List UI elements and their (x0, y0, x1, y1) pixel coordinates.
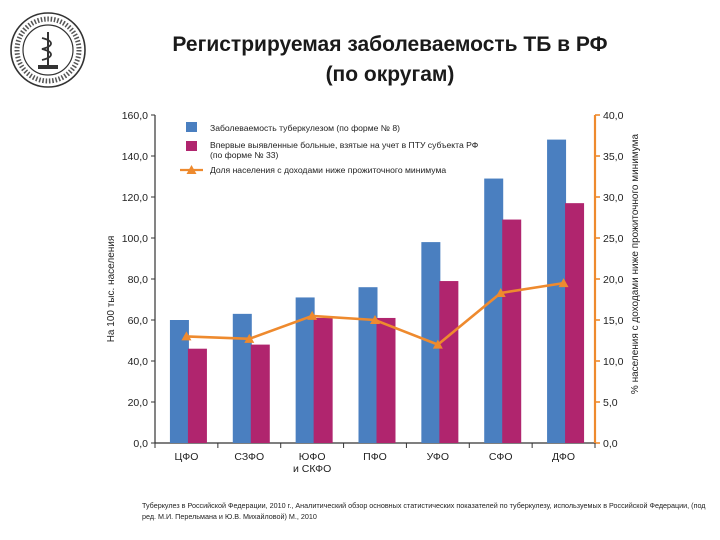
bar-series2 (376, 317, 396, 443)
bar-series2 (187, 348, 207, 443)
left-tick-label: 140,0 (122, 151, 148, 163)
institution-seal-logo (8, 10, 88, 90)
right-tick-label: 25,0 (603, 233, 624, 245)
bar-series2 (313, 317, 333, 443)
line-point-marker (307, 310, 318, 320)
tb-incidence-chart: 0,0 20,0 40,0 60,0 80,0 100,0 120,0 140,0 160,0 0… (106, 110, 641, 475)
right-tick-label: 30,0 (603, 192, 624, 204)
left-tick-label: 100,0 (122, 233, 148, 245)
right-tick-label: 15,0 (603, 315, 624, 327)
legend-label-series1: Заболеваемость туберкулезом (по форме № … (210, 123, 400, 133)
line-point-marker (244, 333, 255, 343)
legend-swatch-series1 (186, 122, 197, 132)
left-tick-label: 0,0 (133, 438, 148, 450)
left-tick-label: 60,0 (128, 315, 149, 327)
source-citation: Туберкулез в Российской Федерации, 2010 … (142, 501, 706, 521)
bar-series1 (484, 178, 504, 444)
category-label: СЗФО (234, 451, 264, 463)
left-tick-label: 80,0 (128, 274, 149, 286)
category-label: ПФО (363, 451, 387, 463)
bar-series2 (439, 281, 459, 443)
left-tick-label: 20,0 (128, 397, 149, 409)
right-tick-label: 20,0 (603, 274, 624, 286)
title-line-2: (по округам) (325, 63, 455, 86)
right-tick-label: 5,0 (603, 397, 618, 409)
line-point-marker (181, 331, 192, 341)
title-line-1: Регистрируемая заболеваемость ТБ в РФ (172, 33, 608, 56)
legend-label-series2: Впервые выявленные больные, взятые на уч… (210, 140, 479, 160)
right-tick-label: 40,0 (603, 110, 624, 122)
category-label: ЦФО (174, 451, 198, 463)
line-point-marker (432, 339, 443, 349)
bar-series2 (250, 344, 270, 443)
line-point-marker (495, 287, 506, 297)
left-axis-title: На 100 тыс. населения (106, 236, 117, 343)
bar-series1 (358, 287, 378, 443)
line-point-marker (370, 315, 380, 324)
left-tick-label: 120,0 (122, 192, 148, 204)
category-label: ДФО (552, 451, 575, 463)
right-tick-label: 0,0 (603, 438, 618, 450)
legend-marker-line (186, 165, 197, 174)
category-label: СФО (489, 451, 513, 463)
right-tick-label: 10,0 (603, 356, 624, 368)
bar-series2 (502, 219, 522, 443)
bar-series2 (565, 203, 585, 443)
category-label: ЮФО и СКФО (293, 451, 331, 475)
right-tick-label: 35,0 (603, 151, 624, 163)
right-axis-title: % населения с доходами ниже прожиточного… (630, 133, 641, 394)
line-point-marker (558, 278, 569, 288)
bar-series1 (547, 139, 567, 443)
left-tick-label: 160,0 (122, 110, 148, 122)
bar-series1 (232, 313, 252, 443)
bar-series1 (169, 320, 189, 443)
legend-label-series3: Доля населения с доходами ниже прожиточн… (210, 165, 446, 175)
left-tick-label: 40,0 (128, 356, 149, 368)
bar-series1 (295, 297, 315, 443)
slide-title: Регистрируемая заболеваемость ТБ в РФ (п… (110, 30, 670, 90)
category-label: УФО (427, 451, 449, 463)
legend-swatch-series2 (186, 141, 197, 151)
